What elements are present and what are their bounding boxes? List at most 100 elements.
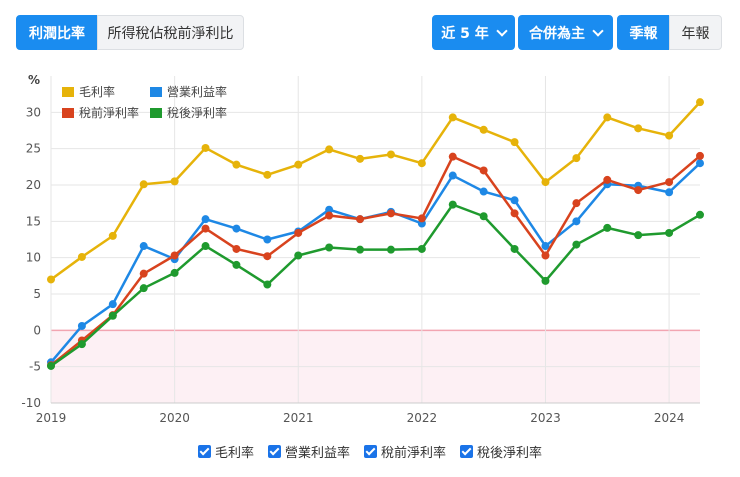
data-point [47,275,55,283]
data-point [603,224,611,232]
x-tick-label: 2020 [159,411,190,425]
x-tick-label: 2024 [654,411,685,425]
data-point [202,225,210,233]
data-point [572,154,580,162]
data-point [109,300,117,308]
data-point [449,113,457,121]
y-tick-label: -5 [29,360,41,374]
data-point [418,214,426,222]
series-toggle-label: 稅後淨利率 [477,442,542,461]
data-point [78,340,86,348]
data-point [140,180,148,188]
data-point [356,215,364,223]
y-tick-label: 30 [26,105,41,119]
data-point [202,242,210,250]
data-point [109,232,117,240]
data-point [78,253,86,261]
y-tick-label: 0 [33,323,41,337]
data-point [418,159,426,167]
data-point [696,152,704,160]
data-point [356,155,364,163]
legend-swatch [62,108,74,118]
data-point [541,178,549,186]
y-tick-label: 25 [26,142,41,156]
data-point [603,176,611,184]
data-point [449,172,457,180]
y-tick-label: 10 [26,251,41,265]
legend-swatch [62,87,74,97]
series-toggle-label: 營業利益率 [285,442,350,461]
data-point [294,251,302,259]
data-point [511,245,519,253]
data-point [232,245,240,253]
data-point [665,132,673,140]
data-point [263,281,271,289]
x-tick-label: 2022 [407,411,438,425]
checkbox-checked-icon[interactable] [268,445,281,458]
data-point [511,196,519,204]
data-point [109,312,117,320]
data-point [511,209,519,217]
data-point [325,145,333,153]
series-toggle[interactable]: 營業利益率 [268,441,350,461]
data-point [541,277,549,285]
y-tick-label: 15 [26,214,41,228]
data-point [325,212,333,220]
data-point [171,177,179,185]
x-tick-label: 2019 [36,411,67,425]
data-point [480,126,488,134]
data-point [294,229,302,237]
data-point [572,241,580,249]
legend-label: 營業利益率 [167,84,227,99]
series-toggle-legend: 毛利率 營業利益率 稅前淨利率 稅後淨利率 [0,441,740,461]
legend-label: 毛利率 [79,84,115,99]
data-point [232,161,240,169]
data-point [665,178,673,186]
checkbox-checked-icon[interactable] [198,445,211,458]
data-point [511,138,519,146]
profit-ratio-chart: -10 -5 0 5 10 15 20 25 30 2019 2020 2021 2022 2023 202… [0,0,740,440]
data-point [696,98,704,106]
data-point [171,251,179,259]
x-tick-label: 2021 [283,411,314,425]
data-point [78,322,86,330]
legend-label: 稅前淨利率 [79,105,139,120]
data-point [480,212,488,220]
data-point [541,251,549,259]
data-point [696,211,704,219]
data-point [449,201,457,209]
legend-swatch [150,87,162,97]
checkbox-checked-icon[interactable] [460,445,473,458]
data-point [140,270,148,278]
data-point [665,229,673,237]
series-toggle[interactable]: 稅前淨利率 [364,441,446,461]
data-point [232,261,240,269]
data-point [665,188,673,196]
data-point [202,144,210,152]
series-toggle[interactable]: 毛利率 [198,441,254,461]
data-point [202,215,210,223]
data-point [140,284,148,292]
data-point [325,243,333,251]
series-toggle-label: 稅前淨利率 [381,442,446,461]
data-point [387,209,395,217]
x-tick-label: 2023 [530,411,561,425]
data-point [356,246,364,254]
series-toggle[interactable]: 稅後淨利率 [460,441,542,461]
y-axis-unit: % [28,73,40,87]
data-point [634,186,642,194]
data-point [47,362,55,370]
y-tick-label: 5 [33,287,41,301]
series-toggle-label: 毛利率 [215,442,254,461]
data-point [387,246,395,254]
data-point [263,236,271,244]
data-point [480,188,488,196]
data-point [418,245,426,253]
checkbox-checked-icon[interactable] [364,445,377,458]
data-point [634,124,642,132]
data-point [263,171,271,179]
data-point [634,231,642,239]
y-tick-label: 20 [26,178,41,192]
data-point [572,217,580,225]
data-point [171,269,179,277]
